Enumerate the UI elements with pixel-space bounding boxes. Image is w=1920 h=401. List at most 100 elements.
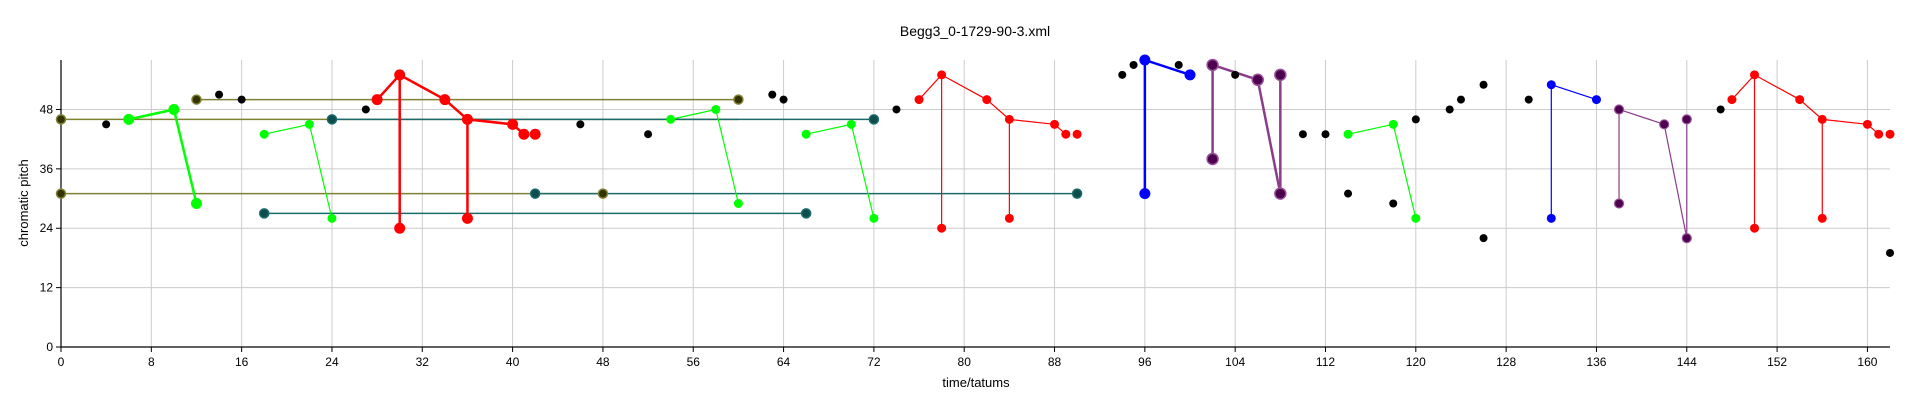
note-point-red (1885, 129, 1895, 139)
x-tick-label: 96 (1138, 355, 1152, 369)
note-point-red (1727, 95, 1737, 105)
note-point-red (1061, 129, 1071, 139)
note-point-purple-bold (1206, 152, 1219, 166)
note-point-olive (55, 188, 67, 199)
note-connection-red-bold (376, 74, 401, 101)
note-point-green-bold (168, 103, 180, 115)
note-point-blue (1591, 95, 1601, 105)
note-point-black (1129, 60, 1138, 69)
note-point-purple-bold (1251, 73, 1265, 87)
note-point-black (779, 95, 788, 104)
note-point-black (892, 105, 901, 114)
note-point-green (666, 114, 676, 124)
note-point-red (937, 223, 947, 233)
note-point-red (1004, 114, 1014, 124)
note-point-black (237, 95, 246, 104)
note-point-blue (1546, 213, 1556, 223)
note-point-black (361, 105, 370, 114)
note-connection-red (1754, 74, 1800, 101)
x-tick-label: 160 (1857, 355, 1877, 369)
note-point-purple-bold (1206, 58, 1219, 72)
x-tick-label: 8 (148, 355, 155, 369)
note-point-green-bold (190, 198, 202, 209)
note-point-red-bold (529, 128, 541, 140)
x-tick-label: 40 (506, 355, 520, 369)
note-point-purple (1681, 233, 1692, 244)
y-tick-label: 36 (40, 162, 54, 176)
y-tick-label: 24 (40, 221, 54, 235)
note-connection-red (941, 74, 988, 101)
note-point-red (1004, 213, 1014, 223)
note-point-black (1174, 60, 1183, 69)
note-point-red (1817, 114, 1827, 124)
note-point-purple (1613, 198, 1625, 209)
note-point-olive (191, 94, 202, 105)
note-point-red (1750, 223, 1760, 233)
note-point-green (1411, 213, 1421, 223)
note-point-teal (529, 188, 541, 199)
note-point-blue-bold (1139, 188, 1151, 200)
note-connection-purple (1618, 108, 1665, 125)
note-point-red (1072, 129, 1082, 139)
note-point-black (576, 120, 585, 129)
note-point-red (982, 95, 992, 105)
note-connection-green (806, 123, 852, 135)
note-connection-red (918, 74, 943, 100)
note-point-blue-bold (1184, 69, 1196, 81)
x-axis-title: time/tatums (942, 375, 1010, 390)
x-tick-label: 48 (596, 355, 610, 369)
note-point-green (846, 119, 856, 129)
note-connections (61, 58, 1880, 239)
note-connection-red (986, 99, 1010, 120)
note-point-black (1411, 115, 1420, 124)
note-points (55, 54, 1895, 257)
note-connection-purple (1663, 124, 1688, 239)
note-point-purple (1681, 114, 1692, 125)
note-connection-green (670, 108, 716, 120)
note-connection-green (850, 124, 875, 219)
note-point-black (215, 90, 224, 99)
note-point-red-bold (394, 222, 406, 234)
note-point-red (1050, 119, 1060, 129)
note-point-teal (1071, 188, 1083, 199)
note-connection-green (1347, 123, 1394, 135)
note-point-black (1524, 95, 1533, 104)
note-connection-blue-bold (1144, 58, 1191, 77)
note-point-green (1388, 119, 1398, 129)
note-point-purple-bold (1274, 68, 1287, 82)
note-point-black (1118, 70, 1127, 79)
note-connection-purple-bold (1256, 79, 1282, 194)
x-tick-label: 64 (777, 355, 791, 369)
note-point-black (1344, 189, 1353, 198)
x-tick-label: 56 (687, 355, 701, 369)
note-point-purple (1613, 104, 1625, 115)
note-point-green-bold (123, 113, 135, 125)
note-point-teal (258, 208, 270, 219)
note-point-teal (868, 114, 880, 125)
note-point-green (304, 119, 314, 129)
note-point-black (1716, 105, 1725, 114)
note-point-green (711, 104, 721, 114)
note-point-black (1479, 80, 1488, 89)
note-point-purple-bold (1274, 187, 1287, 200)
note-point-red-bold (394, 69, 406, 81)
note-point-black (1231, 70, 1240, 79)
note-point-black (1389, 199, 1398, 208)
note-point-blue (1546, 80, 1556, 90)
note-point-black (102, 120, 111, 129)
note-connection-red-bold (399, 73, 446, 101)
x-tick-label: 120 (1406, 355, 1426, 369)
x-tick-label: 104 (1225, 355, 1245, 369)
x-tick-label: 136 (1586, 355, 1606, 369)
note-connection-red (1009, 118, 1055, 125)
note-connection-green (715, 109, 739, 204)
note-point-green (869, 213, 879, 223)
y-tick-label: 12 (40, 281, 54, 295)
note-connection-green-bold (172, 109, 198, 204)
note-connection-red (1822, 118, 1868, 125)
note-point-green (259, 129, 269, 139)
note-point-red-bold (518, 128, 530, 140)
note-point-red-bold (461, 113, 473, 125)
